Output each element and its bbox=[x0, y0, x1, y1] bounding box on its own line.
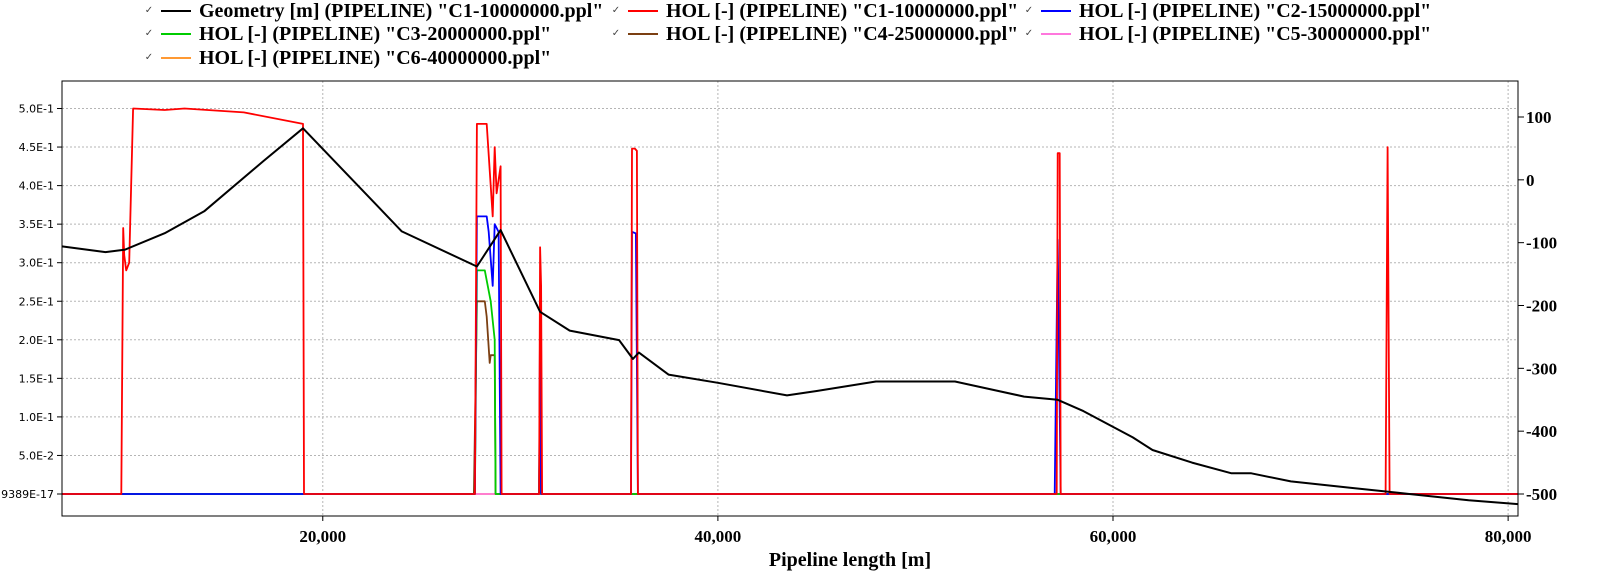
right-tick-label: 100 bbox=[1526, 108, 1552, 127]
left-tick-label: 1.5E-1 bbox=[19, 372, 54, 385]
legend-swatch bbox=[1041, 10, 1071, 12]
x-tick-label: 20,000 bbox=[299, 527, 346, 546]
legend-checkbox[interactable]: ✓ bbox=[1024, 28, 1034, 39]
left-tick-label: 5.0E-1 bbox=[19, 103, 54, 116]
legend-item-6[interactable]: ✓ HOL [-] (PIPELINE) "C6-40000000.ppl" bbox=[143, 47, 551, 69]
right-tick-label: -500 bbox=[1526, 485, 1557, 504]
legend-checkbox[interactable]: ✓ bbox=[144, 52, 154, 63]
right-axis: 100 0 -100 -200 -300 -400 -500 bbox=[1518, 108, 1557, 504]
legend-swatch bbox=[161, 57, 191, 59]
legend-checkbox[interactable]: ✓ bbox=[144, 28, 154, 39]
left-tick-label: 3.5E-1 bbox=[19, 218, 54, 231]
legend-swatch bbox=[1041, 33, 1071, 35]
legend-item-2[interactable]: ✓ HOL [-] (PIPELINE) "C2-15000000.ppl" bbox=[1023, 0, 1431, 22]
x-tick-label: 60,000 bbox=[1090, 527, 1137, 546]
series-line-2 bbox=[62, 215, 1518, 495]
left-tick-label: 2.0E-1 bbox=[19, 334, 54, 347]
series-line-3 bbox=[62, 269, 1518, 495]
legend-checkbox[interactable]: ✓ bbox=[611, 5, 621, 16]
x-axis: 20,000 40,000 60,000 80,000 bbox=[299, 516, 1531, 546]
legend-checkbox[interactable]: ✓ bbox=[1024, 5, 1034, 16]
left-tick-label: 4.5E-1 bbox=[19, 141, 54, 154]
plot-frame bbox=[61, 80, 1519, 517]
left-tick-label: 5.0E-2 bbox=[19, 449, 54, 462]
left-tick-label: 3.0E-1 bbox=[19, 257, 54, 270]
series-line-4 bbox=[62, 300, 1518, 495]
legend-checkbox[interactable]: ✓ bbox=[144, 5, 154, 16]
legend-label: HOL [-] (PIPELINE) "C6-40000000.ppl" bbox=[199, 46, 552, 69]
left-tick-label: 9389E-17 bbox=[1, 488, 54, 501]
right-tick-label: 0 bbox=[1526, 171, 1535, 190]
series-line-1 bbox=[62, 107, 1518, 495]
legend-label: HOL [-] (PIPELINE) "C5-30000000.ppl" bbox=[1079, 22, 1432, 45]
x-tick-label: 40,000 bbox=[695, 527, 742, 546]
legend-swatch bbox=[161, 10, 191, 12]
legend: ✓ Geometry [m] (PIPELINE) "C1-10000000.pp… bbox=[0, 0, 1597, 75]
left-tick-label: 1.0E-1 bbox=[19, 411, 54, 424]
legend-item-5[interactable]: ✓ HOL [-] (PIPELINE) "C5-30000000.ppl" bbox=[1023, 23, 1431, 45]
legend-swatch bbox=[628, 10, 658, 12]
series-line-5 bbox=[62, 392, 1518, 495]
left-tick-label: 4.0E-1 bbox=[19, 180, 54, 193]
legend-label: HOL [-] (PIPELINE) "C3-20000000.ppl" bbox=[199, 22, 552, 45]
right-tick-label: -300 bbox=[1526, 359, 1557, 378]
legend-label: HOL [-] (PIPELINE) "C1-10000000.ppl" bbox=[666, 0, 1019, 22]
right-tick-label: -200 bbox=[1526, 297, 1557, 316]
legend-label: HOL [-] (PIPELINE) "C2-15000000.ppl" bbox=[1079, 0, 1432, 22]
legend-swatch bbox=[161, 33, 191, 35]
legend-item-0[interactable]: ✓ Geometry [m] (PIPELINE) "C1-10000000.pp… bbox=[143, 0, 604, 22]
right-tick-label: -100 bbox=[1526, 234, 1557, 253]
x-axis-title: Pipeline length [m] bbox=[769, 549, 931, 571]
legend-swatch bbox=[628, 33, 658, 35]
x-tick-label: 80,000 bbox=[1485, 527, 1532, 546]
series-line-0 bbox=[61, 127, 1519, 506]
legend-item-4[interactable]: ✓ HOL [-] (PIPELINE) "C4-25000000.ppl" bbox=[610, 23, 1018, 45]
left-axis: 9389E-17 5.0E-2 1.0E-1 1.5E-1 2.0E-1 2.5E-1 3.… bbox=[1, 103, 62, 501]
right-tick-label: -400 bbox=[1526, 422, 1557, 441]
left-tick-label: 2.5E-1 bbox=[19, 295, 54, 308]
legend-item-1[interactable]: ✓ HOL [-] (PIPELINE) "C1-10000000.ppl" bbox=[610, 0, 1018, 22]
legend-item-3[interactable]: ✓ HOL [-] (PIPELINE) "C3-20000000.ppl" bbox=[143, 23, 551, 45]
series-layer bbox=[61, 107, 1519, 506]
legend-label: Geometry [m] (PIPELINE) "C1-10000000.ppl… bbox=[199, 0, 604, 22]
legend-label: HOL [-] (PIPELINE) "C4-25000000.ppl" bbox=[666, 22, 1019, 45]
legend-checkbox[interactable]: ✓ bbox=[611, 28, 621, 39]
